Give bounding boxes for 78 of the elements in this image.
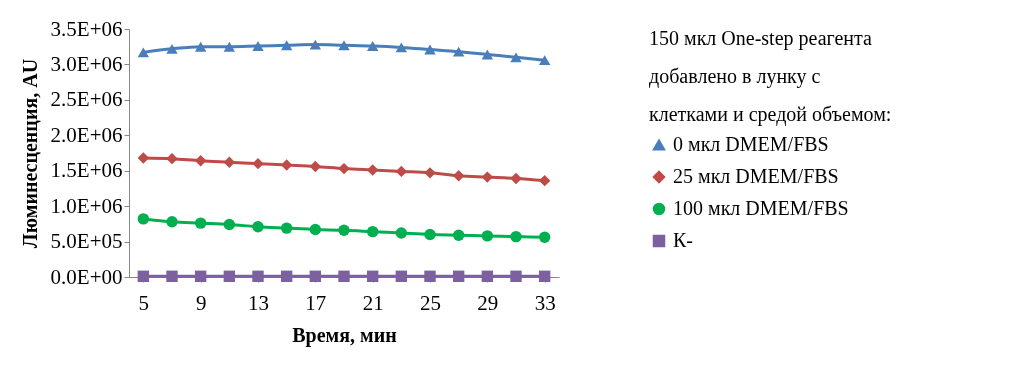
point [309,223,322,236]
point [424,44,436,55]
point [252,270,264,282]
point [538,55,551,66]
x-tick-label: 9 [195,290,207,315]
point [452,46,465,57]
point [452,229,465,241]
x-tick-label: 13 [248,290,269,315]
legend-label: К- [673,229,693,251]
point [510,230,522,243]
point [424,228,436,241]
point [166,152,178,165]
point [538,270,551,282]
point [452,270,465,282]
y-tick-label: 5.0E+05 [50,229,123,254]
x-tick-label: 17 [305,290,327,315]
point [481,49,494,60]
point [395,270,408,282]
point [137,213,150,225]
point [252,157,264,170]
y-tick-label: 0.0E+00 [50,264,123,289]
point [194,41,207,52]
legend-title: 150 мкл One-step реагента добавлено в лунку с клетками и средой объемом: [649,27,892,126]
point [223,270,236,282]
point [252,221,264,233]
y-tick-label: 1.0E+06 [50,193,123,218]
point [510,52,522,63]
point [137,47,150,58]
point [166,216,178,228]
point [280,222,293,234]
point [538,174,551,187]
point [166,43,178,54]
point [538,231,551,244]
point [223,218,236,231]
point [338,162,350,175]
point [481,270,494,282]
legend-label: 25 мкл DMEM/FBS [673,165,839,187]
point [309,160,322,173]
point [338,40,350,51]
y-tick-label: 3.5E+06 [50,16,123,41]
y-tick-label: 2.5E+06 [50,87,123,112]
legend-label: 100 мкл DMEM/FBS [673,197,849,219]
point [510,172,522,185]
point [280,40,293,51]
point [366,41,379,51]
x-tick-label: 33 [534,290,556,315]
y-tick-label: 3.0E+06 [50,51,123,76]
point [252,41,264,51]
point [194,155,207,167]
point [166,270,178,282]
y-tick-label: 2.0E+06 [50,122,123,147]
point [452,169,465,182]
point [395,42,408,53]
point [194,270,207,282]
point [223,41,236,52]
x-axis-title: Время, мин [292,323,397,347]
point [481,230,494,242]
point [395,227,408,239]
y-axis-title: Люминесценция, AU [18,58,41,249]
legend-label: 0 мкл DMEM/FBS [673,133,829,155]
y-tick-label: 1.5E+06 [50,158,123,183]
x-tick-label: 25 [420,290,441,315]
point [194,217,207,229]
point [424,167,436,179]
point [280,270,293,282]
point [338,270,350,282]
point [424,270,436,282]
point [510,270,522,282]
point [137,270,150,282]
point [309,270,322,282]
x-tick-label: 29 [477,290,499,315]
point [366,225,379,238]
point [366,270,379,282]
point [395,165,408,178]
x-tick-label: 21 [362,290,384,315]
point [309,39,322,50]
point [338,224,350,236]
x-tick-label: 5 [138,290,150,315]
